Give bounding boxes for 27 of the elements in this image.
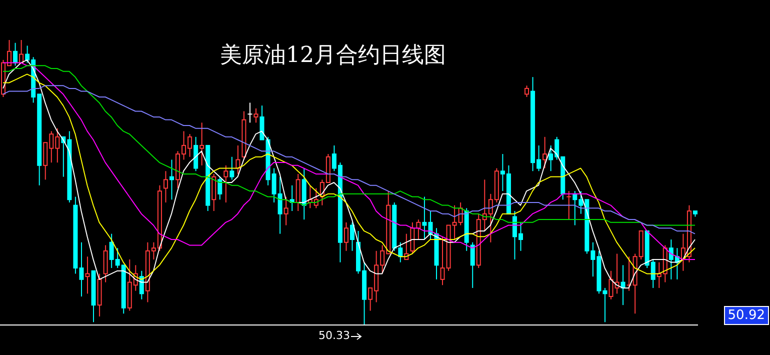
candlestick (296, 173, 300, 212)
candlestick (194, 136, 198, 172)
text: 50.92 (724, 306, 769, 325)
candlestick (236, 144, 240, 174)
candlestick (218, 176, 222, 200)
candlestick (163, 170, 168, 203)
candlestick (416, 219, 421, 240)
candlestick (212, 173, 216, 212)
candlestick (85, 256, 90, 294)
candlestick (524, 85, 530, 98)
candlestick (254, 108, 258, 124)
candlestick (470, 242, 475, 288)
candlestick (247, 102, 253, 124)
candlestick (230, 156, 234, 180)
candlestick (284, 196, 288, 226)
chart-title: 美原油12月合约日线图 (219, 42, 447, 70)
candlestick (13, 42, 18, 66)
candlestick (350, 222, 355, 252)
candlestick (169, 159, 174, 200)
candlestick (103, 244, 108, 283)
text: 50.33 (318, 329, 350, 342)
candlestick (344, 222, 348, 252)
candlestick (224, 164, 228, 203)
candlestick (200, 122, 204, 166)
candlestick (410, 222, 415, 254)
candlestick (566, 190, 572, 220)
candlestick (542, 136, 548, 169)
